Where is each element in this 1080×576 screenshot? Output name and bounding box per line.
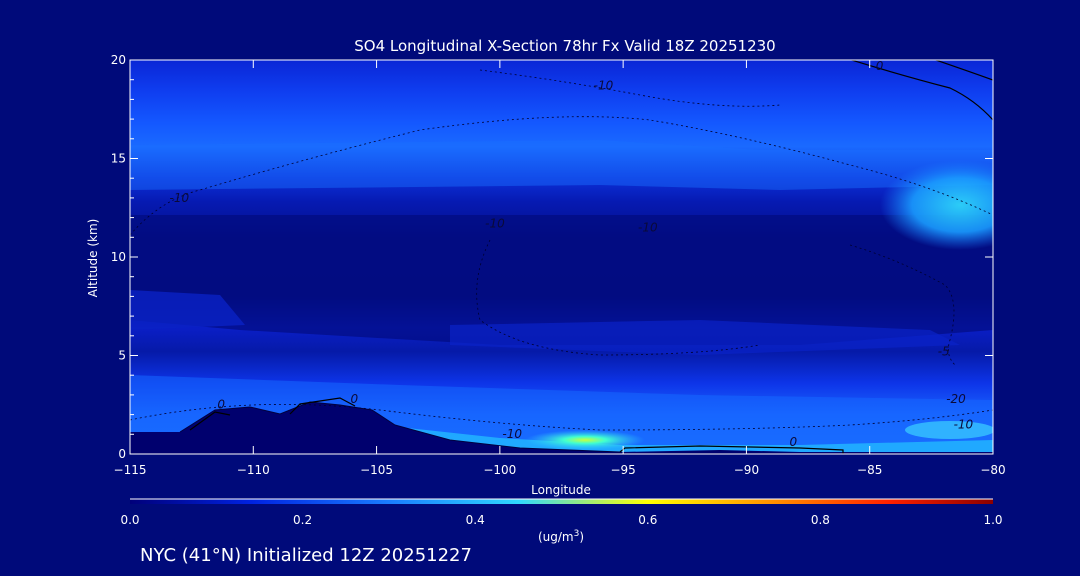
colorbar-tick-label: 0.6 [638,513,657,527]
contour-solid-terrain-b [289,397,356,415]
x-tick-label: −90 [734,463,759,477]
y-tick-label: 5 [118,349,126,363]
x-tick-label: −85 [857,463,882,477]
terrain [130,402,993,454]
colorbar-tick-label: 0.4 [466,513,485,527]
x-axis: −115 −110 −105 −100 −95 −90 −85 −80 [114,60,1006,477]
x-tick-label: −115 [114,463,147,477]
east-surface-spot [905,421,993,439]
colorbar-ramp [130,499,993,504]
contour-dotted-1 [130,116,993,236]
colorbar-tick-label: 0.0 [120,513,139,527]
contour-label: -10 [485,216,505,230]
contour-label: -10 [170,191,190,205]
max-concentration-spot [525,430,645,450]
contour-label: -10 [954,417,974,431]
chart-title: SO4 Longitudinal X-Section 78hr Fx Valid… [354,37,775,55]
contour-label: -10 [594,79,614,93]
y-tick-label: 0 [118,447,126,461]
mid-lobe [130,290,245,330]
colorbar-unit-label: (ug/m3) [538,529,584,544]
colorbar-tick-label: 0.8 [811,513,830,527]
y-axis: 0 5 10 15 20 [111,53,993,461]
footer-text: NYC (41°N) Initialized 12Z 20251227 [140,545,472,566]
contour-labels: -10 -10 -10 -10 0 -5 -20 -10 -10 0 0 0 [170,59,974,449]
y-tick-label: 20 [111,53,126,67]
x-tick-label: −110 [237,463,270,477]
y-axis-label: Altitude (km) [86,219,100,298]
y-tick-label: 15 [111,152,126,166]
contour-label: -20 [946,392,966,406]
contour-label: 0 [876,59,884,73]
contour-label: 0 [217,398,225,412]
contour-dotted-4 [476,239,761,356]
terrain-outline [179,401,621,453]
y-tick-label: 10 [111,250,126,264]
contour-label: 0 [789,435,797,449]
contour-label: -5 [938,345,950,359]
contour-dotted-3 [479,69,781,107]
contour-label: -10 [638,220,658,234]
contour-line-upper-right-0 [849,60,993,121]
colorbar: 0.0 0.2 0.4 0.6 0.8 1.0 (ug/m3) [120,498,1003,544]
x-tick-label: −100 [483,463,516,477]
mid-core [130,215,993,345]
colorbar-tick-label: 0.2 [293,513,312,527]
x-tick-label: −105 [360,463,393,477]
upper-band [130,140,993,190]
x-axis-label: Longitude [531,483,591,497]
x-tick-label: −80 [980,463,1005,477]
surface-layer [380,425,993,454]
concentration-field: -10 -10 -10 -10 0 -5 -20 -10 -10 0 0 0 [130,59,993,454]
contour-solid-terrain [189,411,231,431]
contour-label: -10 [502,427,522,441]
east-plume [880,160,993,250]
x-tick-label: −95 [610,463,635,477]
contour-solid-surface [619,445,844,454]
colorbar-tick-label: 1.0 [983,513,1002,527]
contour-dotted-2 [130,403,993,431]
colorbar-ticks: 0.0 0.2 0.4 0.6 0.8 1.0 [120,513,1002,527]
mid-band-east [450,320,960,355]
contour-label: 0 [351,392,359,406]
